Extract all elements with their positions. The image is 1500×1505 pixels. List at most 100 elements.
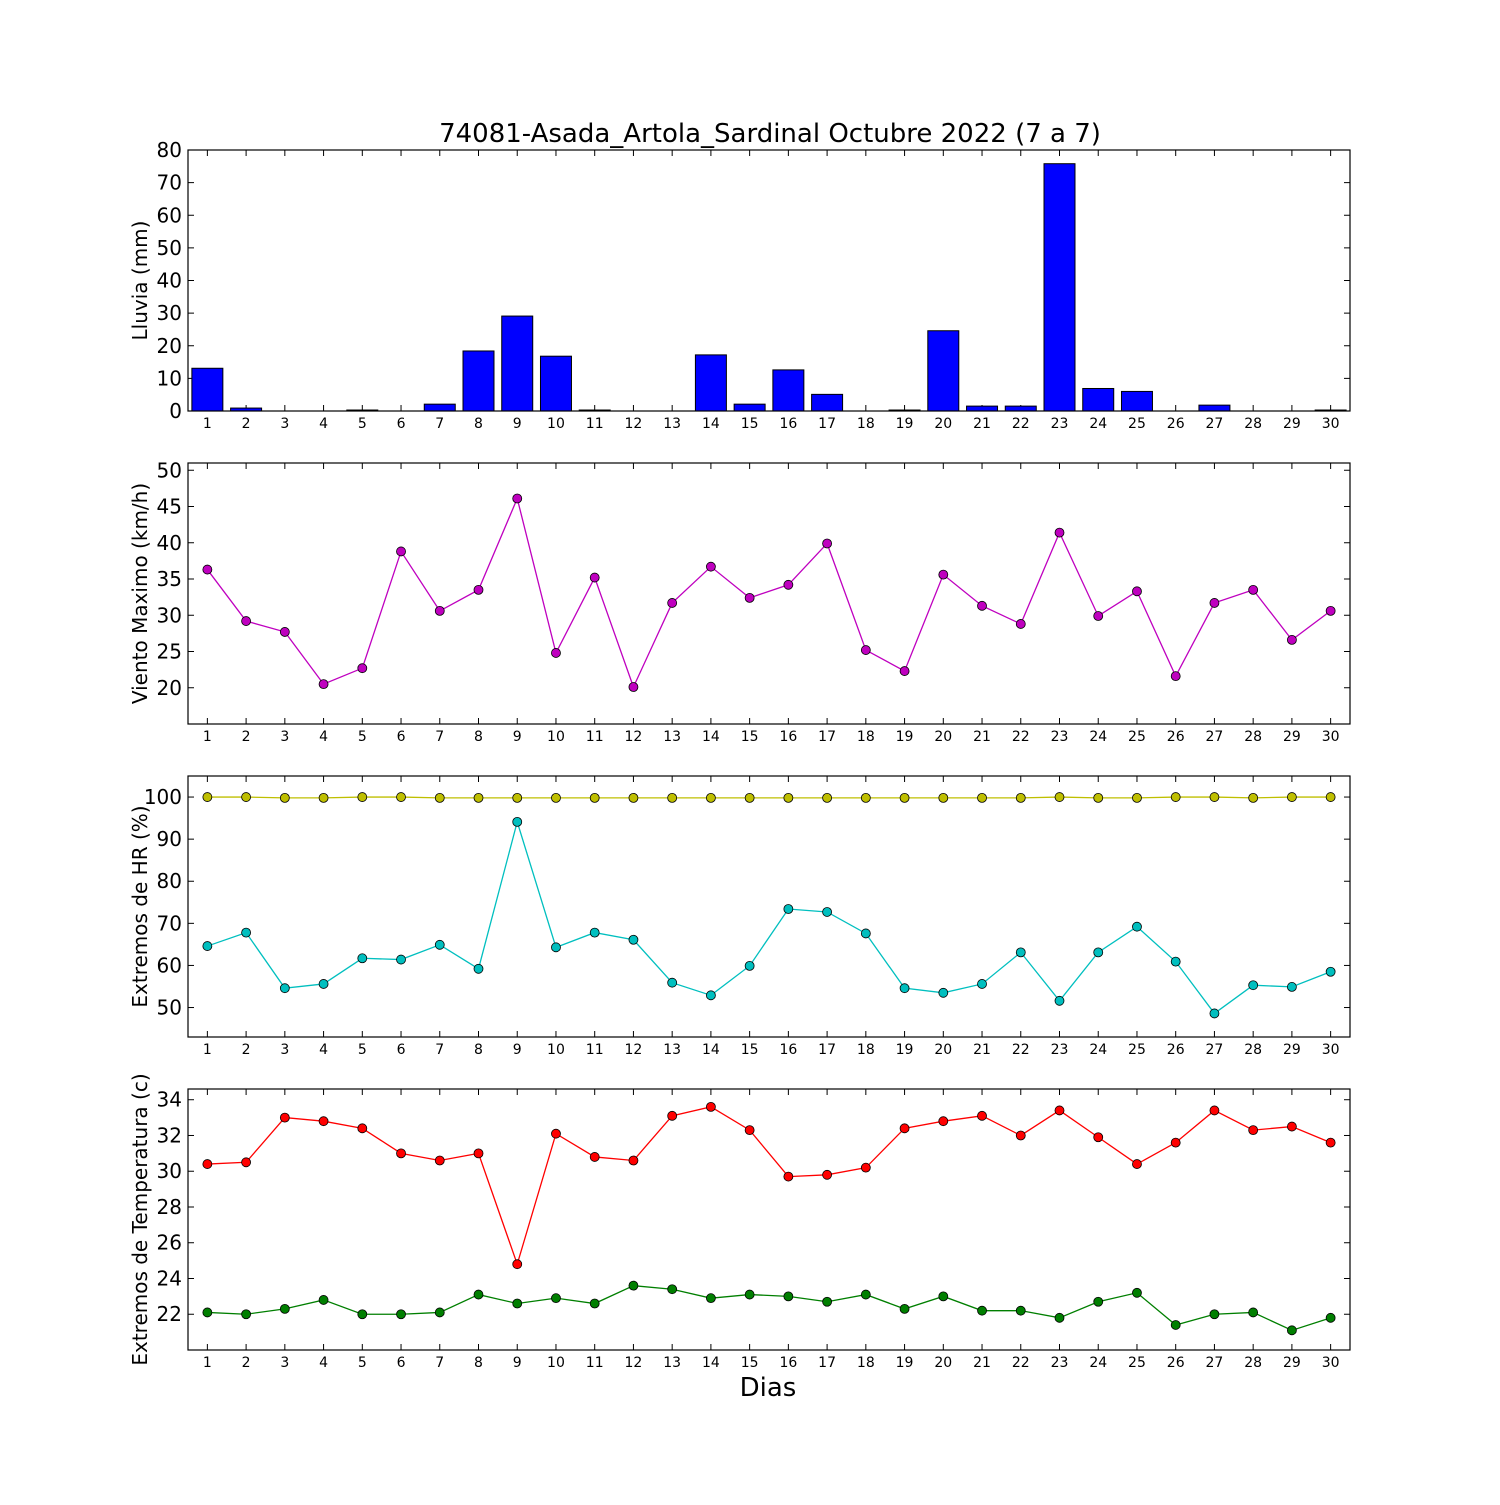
x-tick-label: 12	[625, 729, 643, 745]
y-axis-label: Viento Maximo (km/h)	[128, 483, 152, 704]
data-point	[434, 939, 445, 950]
data-point	[1325, 1137, 1336, 1148]
data-point	[589, 1298, 600, 1309]
x-tick-label: 4	[319, 1042, 328, 1058]
data-point	[473, 584, 484, 595]
y-tick-label: 24	[157, 1266, 182, 1290]
bar	[966, 405, 999, 412]
data-point	[551, 648, 561, 658]
data-point	[899, 792, 910, 803]
x-tick-label: 24	[1089, 1355, 1107, 1371]
data-point	[938, 792, 949, 803]
y-tick-label: 100	[144, 785, 182, 809]
y-tick-label: 40	[157, 531, 182, 555]
x-tick-label: 9	[513, 729, 522, 745]
data-point	[589, 927, 600, 938]
data-point	[744, 792, 755, 803]
data-point	[279, 983, 290, 994]
x-tick-label: 23	[1051, 729, 1069, 745]
bar	[462, 350, 495, 412]
data-point	[434, 1307, 445, 1318]
x-tick-label: 3	[280, 1042, 289, 1058]
x-tick-label: 22	[1012, 729, 1030, 745]
x-tick-label: 5	[358, 416, 367, 432]
x-tick-label: 20	[934, 729, 952, 745]
x-tick-label: 30	[1322, 729, 1340, 745]
x-tick-label: 27	[1206, 1355, 1224, 1371]
x-tick-label: 14	[702, 416, 720, 432]
x-tick-label: 15	[741, 729, 759, 745]
x-tick-label: 3	[280, 416, 289, 432]
x-tick-label: 30	[1322, 416, 1340, 432]
data-point	[1015, 1130, 1026, 1141]
x-tick-label: 6	[397, 1042, 406, 1058]
x-tick-label: 8	[474, 1042, 483, 1058]
y-tick-label: 80	[157, 869, 182, 893]
bar	[1120, 390, 1153, 412]
x-tick-label: 2	[242, 1042, 251, 1058]
data-point	[667, 1284, 678, 1295]
data-point	[1209, 792, 1220, 802]
x-tick-label: 1	[203, 416, 212, 432]
y-tick-label: 90	[157, 827, 182, 851]
x-tick-label: 12	[625, 1355, 643, 1371]
data-point	[279, 1112, 290, 1123]
y-axis-label: Extremos de Temperatura (c)	[128, 1073, 152, 1365]
data-point	[706, 792, 716, 803]
data-point	[667, 598, 678, 608]
data-point	[241, 927, 252, 938]
y-tick-label: 20	[157, 334, 182, 358]
bar	[423, 403, 456, 412]
x-tick-label: 27	[1206, 729, 1224, 745]
x-tick-label: 6	[397, 729, 406, 745]
x-tick-label: 28	[1244, 1042, 1262, 1058]
data-point	[706, 1293, 716, 1304]
data-point	[434, 792, 445, 803]
x-tick-label: 20	[934, 416, 952, 432]
data-point	[396, 792, 406, 802]
y-tick-label: 50	[157, 458, 182, 482]
x-tick-label: 13	[663, 729, 681, 745]
data-point	[744, 960, 755, 971]
data-point	[396, 546, 406, 557]
bar	[1043, 163, 1076, 412]
x-tick-label: 14	[702, 1042, 720, 1058]
x-tick-label: 9	[513, 1355, 522, 1371]
x-tick-label: 5	[358, 729, 367, 745]
series-line-1	[207, 1106, 1331, 1267]
y-tick-label: 22	[157, 1302, 182, 1326]
plot-frame	[187, 462, 1351, 725]
series-line-2	[207, 1284, 1331, 1332]
x-tick-label: 17	[818, 1042, 836, 1058]
y-tick-label: 60	[157, 203, 182, 227]
x-tick-label: 6	[397, 416, 406, 432]
data-point	[589, 792, 600, 803]
y-tick-label: 30	[157, 301, 182, 325]
x-tick-label: 15	[741, 1042, 759, 1058]
data-point	[357, 1123, 368, 1134]
x-tick-label: 29	[1283, 729, 1301, 745]
data-point	[279, 792, 290, 803]
x-tick-label: 21	[973, 1355, 991, 1371]
data-point	[318, 679, 329, 690]
x-tick-label: 8	[474, 729, 483, 745]
series-line-2	[207, 819, 1331, 1015]
x-tick-label: 19	[896, 416, 914, 432]
data-point	[1287, 982, 1297, 992]
x-tick-label: 14	[702, 1355, 720, 1371]
data-point	[1170, 792, 1181, 802]
y-tick-label: 40	[157, 269, 182, 293]
x-tick-label: 25	[1128, 729, 1146, 745]
data-point	[1248, 1307, 1259, 1318]
bar	[1198, 404, 1231, 412]
y-tick-label: 25	[157, 640, 182, 664]
data-point	[1132, 1159, 1142, 1169]
data-point	[1325, 792, 1336, 802]
data-point	[860, 928, 871, 939]
y-tick-label: 35	[157, 567, 182, 591]
x-tick-label: 26	[1167, 1355, 1185, 1371]
y-tick-label: 70	[157, 911, 182, 935]
x-tick-label: 28	[1244, 416, 1262, 432]
data-point	[899, 666, 910, 676]
